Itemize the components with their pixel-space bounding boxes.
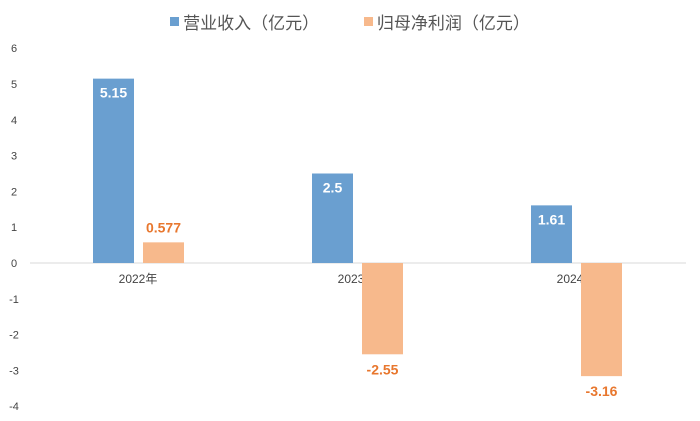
bar-net-profit	[143, 242, 184, 263]
y-tick-label: -4	[9, 401, 19, 413]
legend: 营业收入（亿元） 归母净利润（亿元）	[0, 9, 700, 34]
data-label: 1.61	[538, 211, 565, 227]
bar-net-profit	[362, 263, 403, 355]
y-tick-label: -2	[9, 330, 19, 342]
bar-revenue	[531, 205, 572, 263]
y-tick-label: -3	[9, 365, 19, 377]
legend-label-net-profit: 归母净利润（亿元）	[376, 14, 530, 33]
data-label: 5.15	[100, 85, 127, 101]
x-tick-label: 2022年	[119, 272, 158, 286]
y-tick-label: 2	[11, 186, 17, 198]
data-label: -3.16	[586, 383, 618, 399]
y-tick-label: 3	[11, 151, 17, 163]
data-label: -2.55	[367, 361, 399, 377]
y-tick-label: 5	[11, 79, 17, 91]
data-label: 2.5	[323, 180, 343, 196]
bar-revenue	[312, 173, 353, 263]
y-tick-label: 4	[11, 115, 17, 127]
legend-item-revenue: 营业收入（亿元）	[170, 9, 319, 34]
y-tick-label: 1	[11, 222, 17, 234]
bar-net-profit	[581, 263, 622, 377]
y-tick-label: -1	[9, 294, 19, 306]
legend-swatch-net-profit	[363, 17, 373, 26]
legend-item-net-profit: 归母净利润（亿元）	[363, 9, 530, 34]
y-tick-label: 6	[11, 43, 17, 55]
y-tick-label: 0	[11, 258, 17, 270]
legend-swatch-revenue	[170, 17, 180, 26]
legend-label-revenue: 营业收入（亿元）	[183, 14, 320, 33]
data-label: 0.577	[146, 219, 181, 235]
bar-revenue	[93, 78, 134, 263]
